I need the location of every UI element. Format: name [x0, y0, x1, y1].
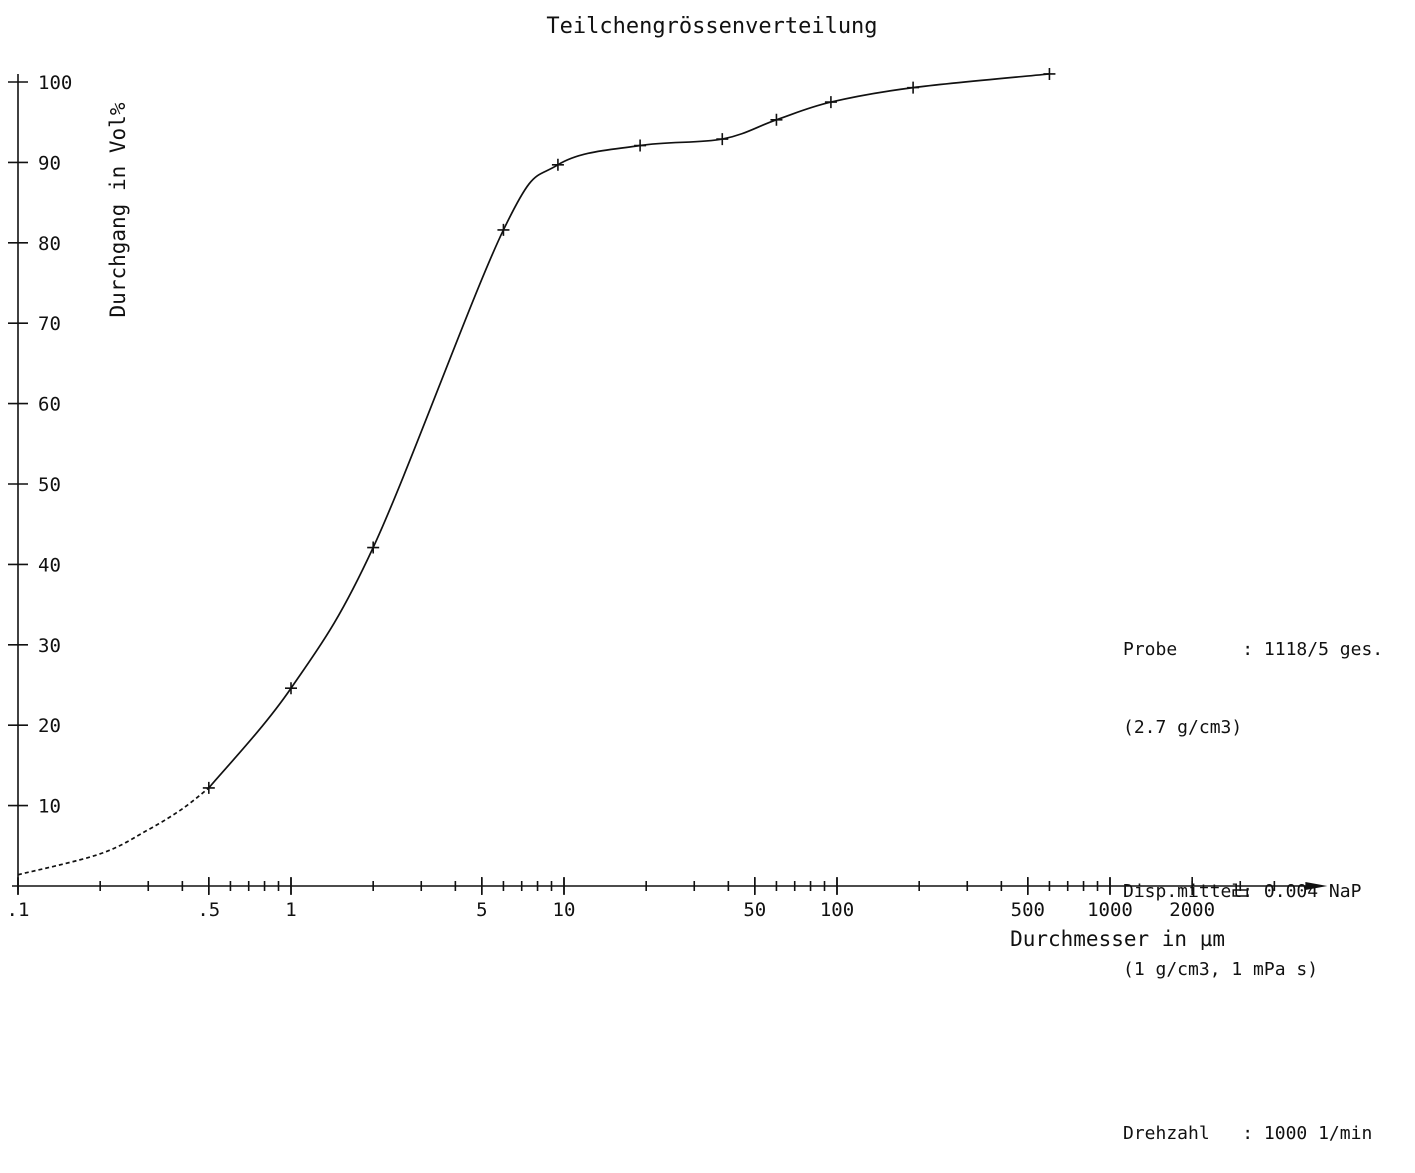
- axes: 10 20 30 40 50 60 70 80 90 100 .1 .5 1 5 10 50 100 500 100…: [7, 72, 1328, 921]
- x-axis-end-marker: [1232, 889, 1249, 897]
- data-point-marker: [716, 133, 729, 146]
- y-axis-title: Durchgang in Vol%: [106, 102, 130, 317]
- y-tick-label: 70: [38, 313, 61, 335]
- dashed-extrapolation-line: [17, 787, 210, 876]
- disp-label: Disp.mittel:: [1123, 881, 1254, 902]
- data-point-marker: [367, 541, 380, 554]
- y-tick-label: 30: [38, 635, 61, 657]
- data-point-marker: [824, 96, 837, 109]
- x-tick-label: 500: [1011, 899, 1045, 921]
- x-tick-label: 100: [820, 899, 854, 921]
- rpm-value: 1000 1/min: [1263, 1123, 1373, 1144]
- x-tick-label: 5: [476, 899, 487, 921]
- cumulative-curve: [208, 73, 1050, 789]
- x-tick-label: 1000: [1087, 899, 1133, 921]
- disp-row: Disp.mittel: 0.004 NaP: [1123, 879, 1383, 905]
- measurement-info: Probe : 1118/5 ges. (2.7 g/cm3) Disp.mit…: [1123, 585, 1383, 1173]
- x-tick-label: 2000: [1169, 899, 1215, 921]
- data-point-marker: [770, 113, 783, 126]
- data-point-marker: [285, 682, 297, 695]
- chart-title: Teilchengrössenverteilung: [546, 14, 877, 39]
- y-tick-label: 20: [38, 715, 61, 737]
- probe-row: Probe : 1118/5 ges.: [1123, 637, 1383, 663]
- y-tick-label: 100: [38, 72, 72, 94]
- rpm-label: Drehzahl: [1123, 1123, 1210, 1144]
- rpm-row: Drehzahl : 1000 1/min: [1123, 1121, 1383, 1147]
- data-point-marker: [202, 781, 215, 794]
- series-layer: [17, 67, 1056, 876]
- disp-properties: (1 g/cm3, 1 mPa s): [1123, 959, 1319, 980]
- probe-density: (2.7 g/cm3): [1123, 717, 1243, 738]
- x-tick-label: .1: [7, 899, 30, 921]
- disp-value: 0.004 NaP: [1263, 881, 1362, 902]
- x-tick-label: .5: [197, 899, 220, 921]
- particle-size-chart: Teilchengrössenverteilung Durchgang in V…: [7, 14, 1328, 950]
- probe-value: 1118/5 ges.: [1263, 639, 1384, 660]
- x-axis-title: Durchmesser in µm: [1010, 927, 1225, 950]
- data-point-marker: [1043, 67, 1056, 80]
- y-tick-label: 10: [38, 796, 61, 818]
- probe-separator: :: [1242, 639, 1254, 660]
- x-tick-label: 1: [285, 899, 296, 921]
- y-tick-label: 90: [38, 152, 61, 174]
- y-tick-label: 60: [38, 394, 61, 416]
- rpm-separator: :: [1242, 1123, 1254, 1144]
- data-point-marker: [907, 81, 920, 94]
- data-point-marker: [551, 158, 564, 171]
- y-tick-label: 50: [38, 474, 61, 496]
- data-point-marker: [634, 139, 647, 152]
- data-point-marker: [497, 223, 510, 236]
- x-tick-label: 50: [743, 899, 766, 921]
- x-axis-arrow: [1305, 882, 1328, 890]
- x-tick-label: 10: [553, 899, 576, 921]
- probe-label: Probe: [1123, 639, 1178, 660]
- y-tick-label: 80: [38, 233, 61, 255]
- y-tick-label: 40: [38, 554, 61, 576]
